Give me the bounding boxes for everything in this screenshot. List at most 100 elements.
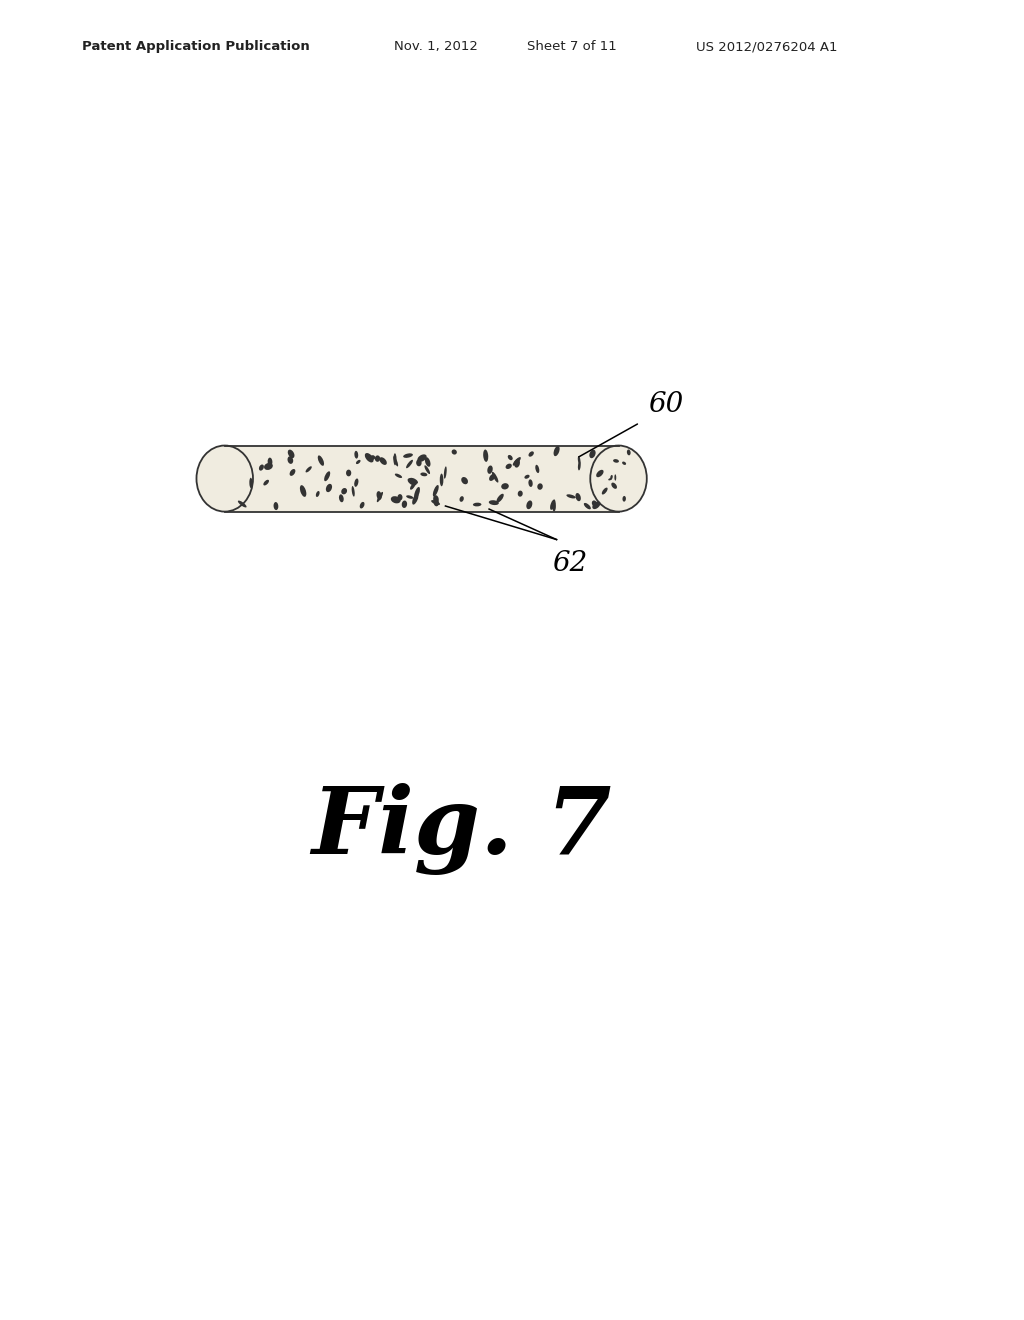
Ellipse shape (611, 483, 617, 488)
Ellipse shape (317, 455, 324, 466)
Ellipse shape (267, 458, 272, 466)
Ellipse shape (439, 474, 443, 486)
Ellipse shape (408, 478, 417, 486)
Ellipse shape (339, 494, 344, 502)
Ellipse shape (407, 495, 414, 499)
Ellipse shape (473, 503, 481, 507)
Ellipse shape (497, 494, 504, 503)
Ellipse shape (407, 459, 413, 469)
Ellipse shape (610, 475, 612, 479)
Ellipse shape (393, 457, 398, 466)
Ellipse shape (288, 450, 295, 458)
Ellipse shape (487, 466, 493, 474)
Ellipse shape (351, 486, 354, 496)
Ellipse shape (263, 479, 269, 486)
Ellipse shape (623, 462, 626, 465)
Ellipse shape (434, 500, 439, 507)
Ellipse shape (536, 465, 540, 473)
Ellipse shape (592, 500, 597, 507)
Ellipse shape (460, 496, 464, 502)
Ellipse shape (596, 470, 603, 478)
Ellipse shape (410, 483, 416, 490)
Ellipse shape (305, 466, 311, 473)
Text: 60: 60 (648, 391, 683, 417)
Text: Patent Application Publication: Patent Application Publication (82, 40, 309, 53)
Ellipse shape (513, 457, 521, 466)
Ellipse shape (578, 455, 581, 465)
Ellipse shape (452, 449, 457, 454)
Ellipse shape (356, 459, 360, 465)
Ellipse shape (288, 457, 293, 463)
Ellipse shape (424, 466, 430, 474)
Ellipse shape (418, 454, 427, 462)
Ellipse shape (375, 455, 380, 462)
Ellipse shape (325, 471, 330, 482)
Ellipse shape (590, 450, 596, 458)
Ellipse shape (425, 457, 430, 467)
Ellipse shape (575, 492, 581, 502)
Text: Sheet 7 of 11: Sheet 7 of 11 (527, 40, 617, 53)
Ellipse shape (359, 502, 365, 508)
Ellipse shape (524, 475, 529, 479)
Bar (224, 446, 618, 512)
Ellipse shape (365, 453, 374, 462)
Ellipse shape (614, 474, 616, 480)
Ellipse shape (433, 495, 439, 503)
Ellipse shape (488, 500, 499, 506)
Ellipse shape (508, 455, 513, 461)
Ellipse shape (501, 483, 509, 490)
Ellipse shape (554, 446, 560, 457)
Ellipse shape (433, 484, 438, 496)
Ellipse shape (410, 478, 418, 484)
Ellipse shape (414, 487, 420, 499)
Text: US 2012/0276204 A1: US 2012/0276204 A1 (696, 40, 838, 53)
Ellipse shape (354, 451, 358, 458)
Ellipse shape (528, 451, 534, 457)
Ellipse shape (403, 453, 413, 458)
Ellipse shape (416, 459, 422, 466)
Ellipse shape (602, 487, 607, 495)
Ellipse shape (315, 491, 319, 496)
Ellipse shape (483, 450, 488, 462)
Ellipse shape (354, 478, 358, 487)
Ellipse shape (538, 483, 543, 490)
Ellipse shape (290, 469, 295, 477)
Ellipse shape (550, 499, 555, 510)
Ellipse shape (395, 474, 402, 478)
Ellipse shape (552, 500, 556, 512)
Ellipse shape (578, 461, 581, 470)
Ellipse shape (377, 492, 383, 502)
Ellipse shape (461, 477, 468, 484)
Text: 62: 62 (553, 549, 588, 577)
Ellipse shape (623, 496, 626, 502)
Ellipse shape (259, 465, 264, 471)
Ellipse shape (341, 488, 347, 495)
Ellipse shape (613, 459, 618, 463)
Ellipse shape (584, 503, 591, 510)
Ellipse shape (326, 484, 332, 492)
Text: Nov. 1, 2012: Nov. 1, 2012 (394, 40, 478, 53)
Ellipse shape (489, 474, 496, 480)
Ellipse shape (627, 450, 631, 455)
Ellipse shape (413, 494, 419, 504)
Ellipse shape (590, 446, 647, 512)
Ellipse shape (391, 496, 400, 503)
Ellipse shape (592, 502, 600, 510)
Ellipse shape (492, 471, 499, 483)
Ellipse shape (518, 491, 522, 496)
Ellipse shape (526, 500, 532, 510)
Ellipse shape (249, 478, 253, 488)
Ellipse shape (371, 455, 375, 459)
Ellipse shape (443, 466, 446, 479)
Ellipse shape (346, 470, 351, 477)
Ellipse shape (528, 479, 532, 487)
Ellipse shape (431, 500, 440, 506)
Ellipse shape (238, 500, 247, 507)
Ellipse shape (566, 494, 575, 499)
Ellipse shape (393, 453, 396, 465)
Ellipse shape (377, 491, 382, 500)
Ellipse shape (608, 478, 612, 480)
Text: Fig. 7: Fig. 7 (311, 783, 611, 875)
Ellipse shape (300, 486, 306, 496)
Ellipse shape (273, 502, 279, 510)
